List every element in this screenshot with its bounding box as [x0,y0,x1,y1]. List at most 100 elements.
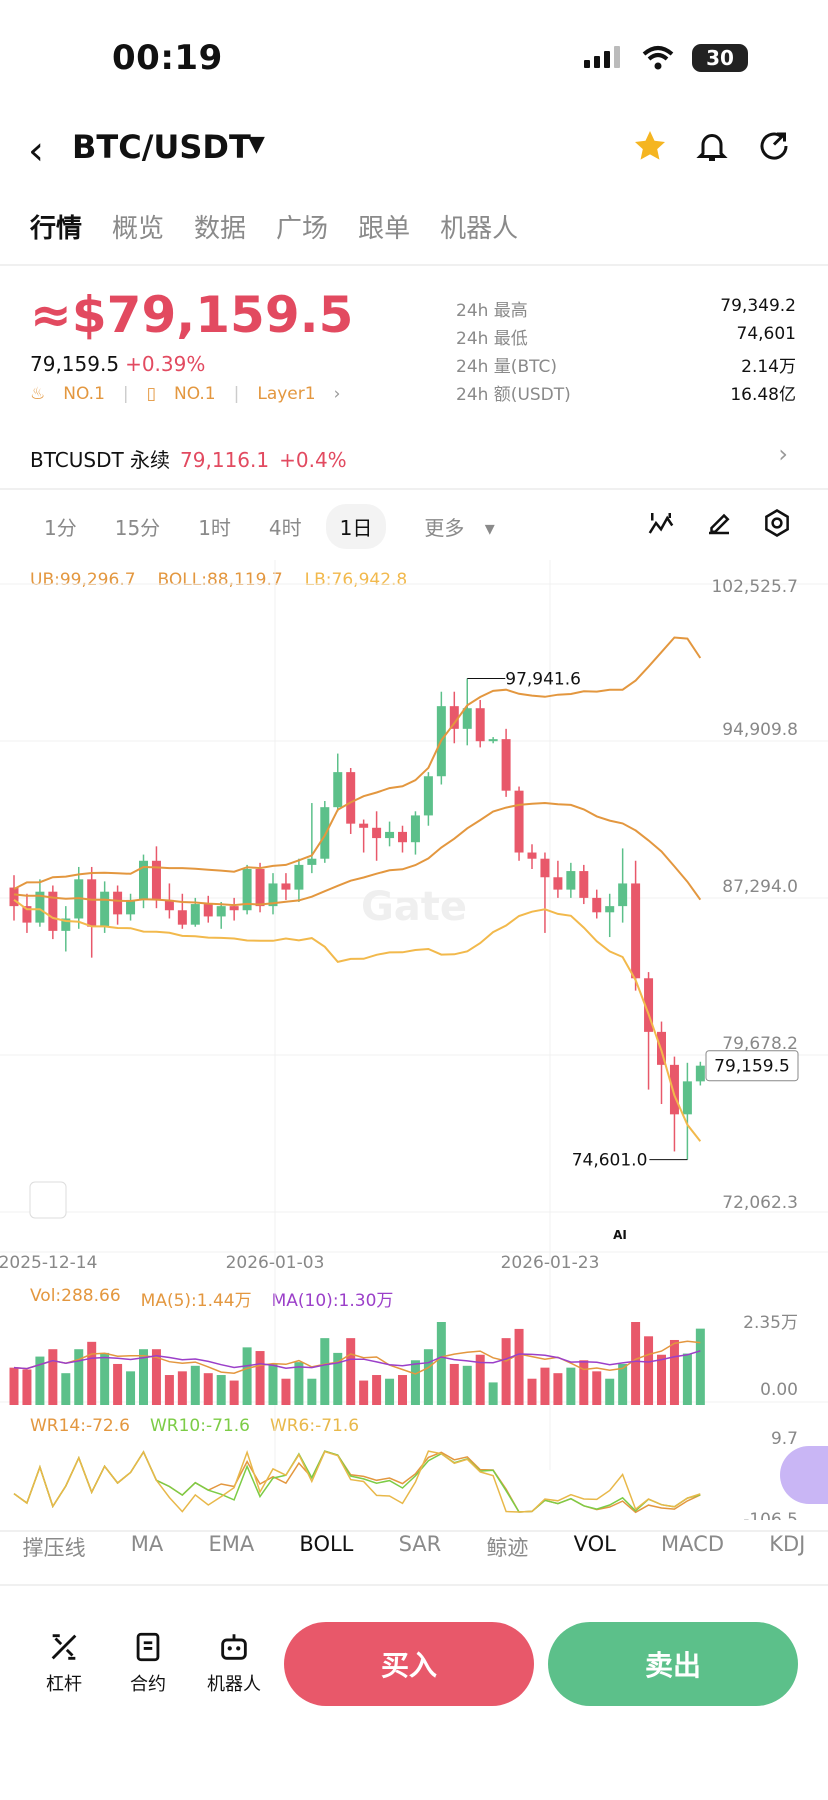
indicator-boll[interactable]: BOLL [299,1532,354,1556]
indicator-vol[interactable]: VOL [573,1532,616,1556]
candlestick-chart[interactable]: 102,525.7 94,909.8 87,294.0 79,678.2 72,062.… [0,560,828,1520]
interval-1h[interactable]: 1时 [198,516,231,540]
indicator-sar[interactable]: SAR [398,1532,442,1556]
interval-bar: 1分 15分 1时 4时 1日 更多 ▾ [30,504,509,549]
candle-body [139,860,148,900]
volume-bar [566,1367,576,1405]
back-icon[interactable]: ‹ [28,128,44,174]
candle-body [35,891,45,923]
candle-body [488,739,498,742]
candle-body [553,877,563,890]
tab-market[interactable]: 行情 [30,214,83,244]
indicator-support[interactable]: 撑压线 [22,1536,86,1560]
status-icons: 30 [584,44,748,72]
candle-body [346,772,356,824]
candle-body [669,1064,679,1115]
indicator-whale[interactable]: 鲸迹 [486,1536,529,1560]
candle-body [333,772,343,808]
interval-15m[interactable]: 15分 [114,516,161,540]
legend-wr6: WR6:-71.6 [269,1416,360,1436]
caret-down-icon[interactable]: ▼ [248,132,265,157]
stat-volume: 24h 量(BTC) 2.14万 [456,352,796,380]
indicator-bar: 撑压线 MA EMA BOLL SAR 鲸迹 VOL MACD KDJ [0,1532,828,1562]
volume-bar [540,1367,550,1405]
low-label: 74,601.0 [572,1151,648,1171]
settings-icon[interactable] [762,508,792,538]
candle-body [151,860,161,900]
page-title[interactable]: BTC/USDT [72,128,251,166]
volume-bar [35,1356,45,1405]
indicator-icon[interactable] [646,508,676,538]
candle-body [385,831,395,839]
interval-1d[interactable]: 1日 [325,504,387,549]
interval-more[interactable]: 更多 ▾ [396,504,508,549]
stat-label: 24h 最低 [456,329,528,349]
chat-bubble-icon[interactable] [780,1446,828,1504]
stats-panel: 24h 最高 79,349.2 24h 最低 74,601 24h 量(BTC) 2.… [456,296,796,408]
volume-legend: Vol:288.66 MA(5):1.44万 MA(10):1.30万 [30,1286,393,1311]
perpetual-row[interactable]: BTCUSDT 永续 79,116.1 +0.4% [30,444,347,473]
candle-body [320,807,330,859]
watermark: Gate [361,884,467,930]
buy-button[interactable]: 买入 [284,1622,534,1706]
volume-bar [449,1363,459,1405]
stat-value: 79,349.2 [720,296,796,316]
wr-legend: WR14:-72.6 WR10:-71.6 WR6:-71.6 [30,1416,359,1436]
stat-value: 74,601 [736,324,796,344]
stat-label: 24h 量(BTC) [456,357,557,377]
chevron-right-icon[interactable]: › [778,440,788,468]
volume-bar [423,1349,433,1405]
volume-bar [501,1338,511,1405]
volume-bar [255,1351,265,1405]
boll-mid-line [13,801,702,907]
volume-bar [359,1380,369,1405]
share-icon[interactable] [756,128,792,164]
separator: | [233,384,240,404]
volume-bar [229,1380,239,1405]
indicator-kdj[interactable]: KDJ [769,1532,806,1556]
volume-bar [346,1338,356,1405]
price-tick: 102,525.7 [711,577,798,597]
rank-badges[interactable]: ♨ NO.1 | ▯ NO.1 | Layer1 › [30,384,340,404]
volume-bar [294,1362,304,1405]
candle-body [242,869,252,911]
volume-bar [9,1367,19,1405]
candle-body [190,904,200,925]
pencil-icon[interactable] [704,508,734,538]
bot-button[interactable]: 机器人 [194,1630,274,1696]
book-icon: ▯ [146,384,156,404]
battery-icon: 30 [692,44,748,72]
contract-button[interactable]: 合约 [108,1630,188,1696]
stat-value: 2.14万 [741,357,796,377]
stat-value: 16.48亿 [730,385,796,405]
sell-button[interactable]: 卖出 [548,1622,798,1706]
candle-body [605,906,615,913]
divider [0,1530,828,1532]
price-tick: 79,678.2 [722,1034,798,1054]
divider [0,1584,828,1586]
candle-body [164,899,174,911]
indicator-ma[interactable]: MA [130,1532,164,1556]
tab-copy[interactable]: 跟单 [358,214,411,244]
perp-name: BTCUSDT 永续 [30,448,171,472]
candle-body [695,1065,705,1082]
badge-rank-2: NO.1 [173,384,216,404]
candle-body [682,1081,692,1115]
tab-overview[interactable]: 概览 [112,214,165,244]
tab-data[interactable]: 数据 [194,214,247,244]
candle-body [475,708,485,742]
star-icon[interactable] [632,128,668,164]
leverage-button[interactable]: 杠杆 [24,1630,104,1696]
indicator-macd[interactable]: MACD [661,1532,724,1556]
volume-bar [398,1375,407,1405]
tab-square[interactable]: 广场 [276,214,329,244]
bell-icon[interactable] [694,128,730,164]
indicator-ema[interactable]: EMA [208,1532,255,1556]
chart-tools [646,508,792,538]
interval-4h[interactable]: 4时 [268,516,302,540]
interval-1m[interactable]: 1分 [44,516,77,540]
candle-body [203,904,213,917]
volume-bar [682,1353,692,1405]
tab-bot[interactable]: 机器人 [440,214,519,244]
volume-bar [579,1360,589,1405]
